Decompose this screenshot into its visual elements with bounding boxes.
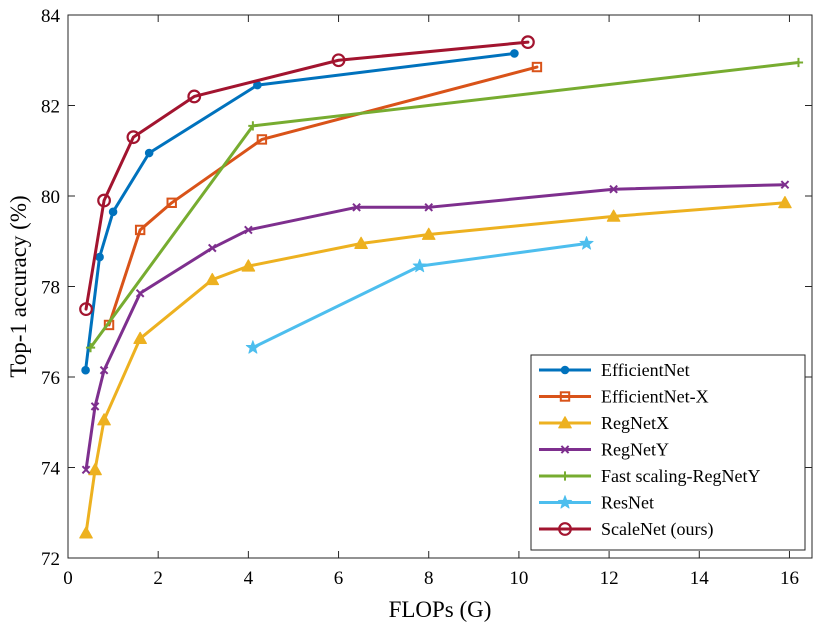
- data-point-regnetx-3: [133, 331, 147, 344]
- series-regnety: [81, 180, 790, 475]
- data-point-regnetx-4: [205, 272, 220, 286]
- data-point-scalenet-ours-3: [187, 89, 202, 104]
- data-point-fast-scaling-regnety-1: [248, 121, 258, 131]
- series-line-regnetx: [84, 201, 787, 535]
- data-point-efficientnet-x-3: [256, 134, 268, 145]
- x-tick-label-14: 14: [690, 568, 710, 589]
- data-point-efficientnet-1: [95, 252, 104, 262]
- y-tick-label-76: 76: [41, 368, 60, 389]
- legend-label-efficientnet-x: EfficientNet-X: [601, 387, 709, 407]
- series-layer: [79, 35, 804, 539]
- data-point-regnetx-7: [421, 227, 436, 240]
- legend-label-efficientnet: EfficientNet: [601, 360, 690, 380]
- series-resnet: [245, 236, 594, 354]
- data-point-regnetx-6: [354, 236, 368, 249]
- data-point-regnety-2: [99, 365, 109, 375]
- axes-layer: 0 2 4 6 8 10 12 14 16 72 74 76 78 80 82 84: [41, 6, 813, 589]
- x-axis-title: FLOPs (G): [389, 597, 492, 622]
- x-tick-label-2: 2: [153, 568, 163, 589]
- legend-item-efficientnet-x: EfficientNet-X: [539, 387, 709, 407]
- legend-item-fast-scaling-regnety: Fast scaling-RegNetY: [539, 466, 760, 486]
- data-point-regnetx-5: [241, 259, 256, 272]
- data-point-regnety-3: [135, 288, 145, 298]
- data-point-regnetx-2: [97, 413, 111, 426]
- data-point-regnetx-8: [606, 209, 621, 222]
- y-tick-label-84: 84: [41, 6, 61, 27]
- data-point-efficientnet-3: [144, 148, 154, 158]
- legend-item-resnet: ResNet: [539, 493, 654, 513]
- legend-item-regnetx: RegNetX: [539, 413, 669, 433]
- series-fast-scaling-regnety: [85, 57, 804, 353]
- y-tick-label-72: 72: [41, 549, 60, 570]
- data-point-efficientnet-x-2: [166, 197, 177, 208]
- legend-label-scalenet-ours: ScaleNet (ours): [601, 519, 713, 540]
- series-scalenet-ours: [79, 35, 535, 317]
- legend-label-regnety: RegNetY: [601, 440, 669, 460]
- data-point-regnety-5: [244, 225, 253, 235]
- data-point-scalenet-ours-2: [126, 130, 141, 145]
- series-line-efficientnet: [84, 51, 516, 372]
- x-tick-label-12: 12: [600, 568, 619, 589]
- data-point-regnetx-0: [79, 526, 93, 539]
- legend-swatch-marker-regnety: [560, 445, 570, 454]
- data-point-regnety-1: [90, 402, 100, 411]
- y-tick-label-80: 80: [41, 187, 60, 208]
- data-point-regnety-4: [207, 243, 217, 253]
- y-tick-label-74: 74: [41, 459, 61, 480]
- data-point-regnetx-9: [778, 195, 792, 209]
- series-efficientnet: [81, 49, 519, 375]
- data-point-fast-scaling-regnety-0: [85, 342, 96, 353]
- legend-label-fast-scaling-regnety: Fast scaling-RegNetY: [601, 466, 760, 486]
- x-tick-label-4: 4: [244, 568, 254, 589]
- data-point-regnety-6: [352, 203, 361, 212]
- legend-swatch-marker-resnet: [557, 495, 573, 509]
- data-point-efficientnet-5: [510, 49, 519, 58]
- data-point-resnet-1: [412, 258, 427, 273]
- legend-swatch-marker-efficientnet-x: [559, 391, 571, 402]
- data-point-scalenet-ours-4: [331, 53, 346, 68]
- data-point-regnety-8: [609, 184, 618, 194]
- data-point-resnet-2: [579, 236, 594, 250]
- series-line-scalenet-ours: [84, 40, 530, 311]
- data-point-resnet-0: [245, 340, 260, 354]
- data-point-efficientnet-x-4: [531, 61, 543, 73]
- series-regnetx: [79, 195, 792, 539]
- data-point-regnetx-1: [88, 462, 102, 476]
- legend-label-regnetx: RegNetX: [601, 413, 669, 433]
- data-point-scalenet-ours-0: [79, 302, 93, 317]
- y-axis-title: Top-1 accuracy (%): [6, 195, 31, 377]
- data-point-efficientnet-0: [81, 365, 90, 375]
- data-point-scalenet-ours-1: [97, 193, 111, 208]
- legend-swatch-marker-regnetx: [558, 416, 572, 429]
- y-tick-label-78: 78: [41, 278, 60, 299]
- legend-label-resnet: ResNet: [601, 493, 654, 513]
- data-point-scalenet-ours-5: [521, 35, 535, 50]
- legend-item-efficientnet: EfficientNet: [539, 360, 690, 380]
- data-point-efficientnet-x-1: [134, 224, 146, 236]
- legend-item-scalenet-ours: ScaleNet (ours): [539, 519, 713, 540]
- legend-swatch-marker-efficientnet: [560, 365, 570, 375]
- legend-swatch-marker-fast-scaling-regnety: [560, 471, 570, 481]
- legend-swatch-marker-scalenet-ours: [558, 522, 572, 536]
- legend-box: [530, 354, 806, 551]
- x-tick-label-8: 8: [424, 568, 434, 589]
- data-point-regnety-9: [780, 180, 790, 189]
- legend-item-regnety: RegNetY: [539, 440, 669, 460]
- series-line-regnety: [84, 183, 787, 472]
- data-point-fast-scaling-regnety-2: [793, 57, 804, 68]
- x-tick-label-10: 10: [509, 568, 528, 589]
- y-tick-label-82: 82: [41, 97, 60, 118]
- legend: EfficientNet EfficientNet-X RegNetX RegNetY…: [530, 354, 806, 551]
- x-tick-label-6: 6: [334, 568, 344, 589]
- data-point-regnety-0: [81, 465, 91, 475]
- data-point-regnety-7: [424, 203, 434, 212]
- x-tick-label-0: 0: [63, 568, 73, 589]
- data-point-efficientnet-2: [108, 207, 118, 217]
- x-tick-label-16: 16: [780, 568, 799, 589]
